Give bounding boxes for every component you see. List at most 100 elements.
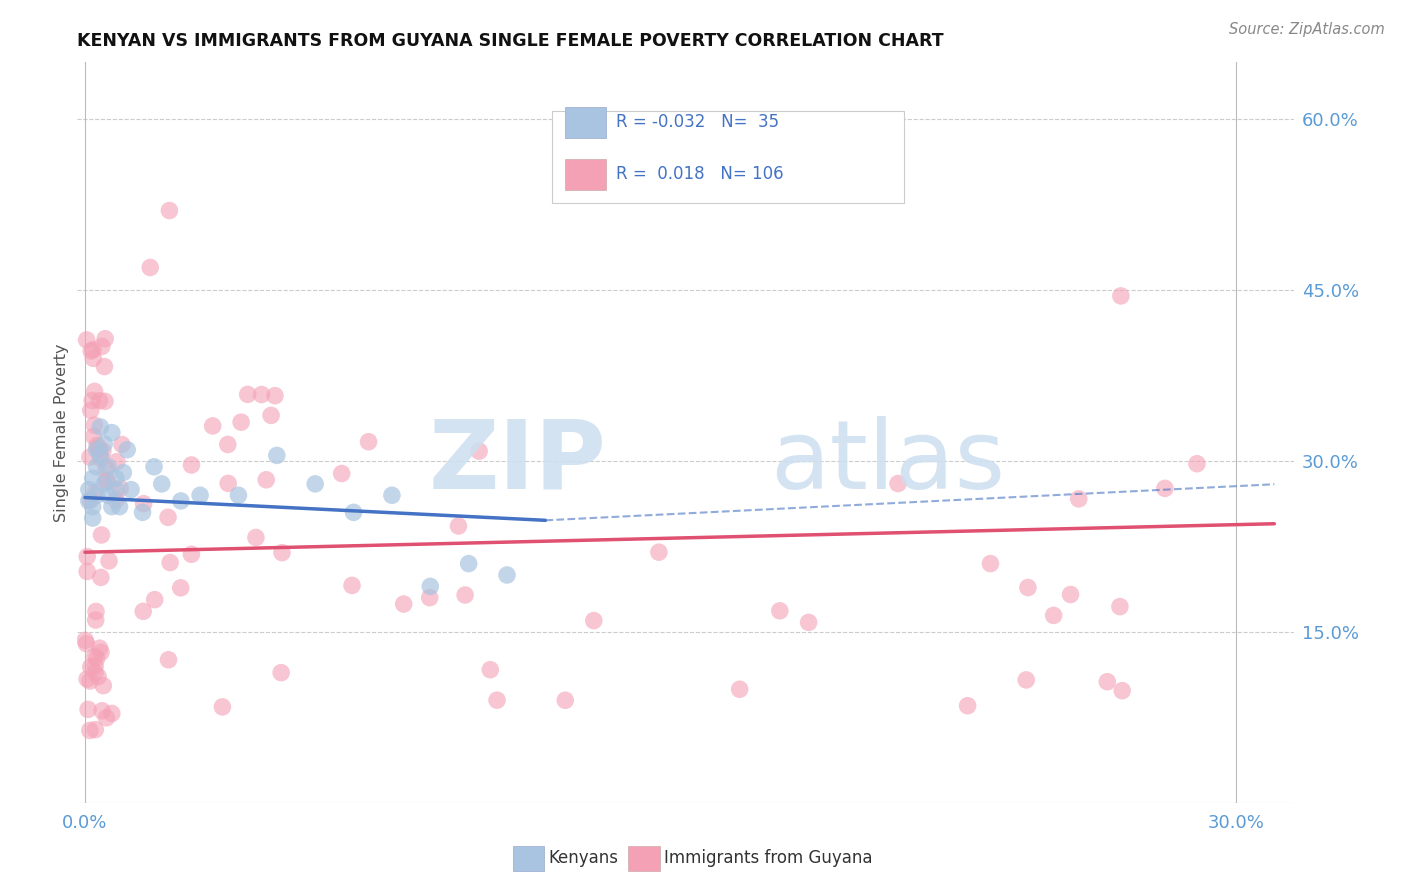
Point — [82, 393, 104, 408]
Point — [486, 693, 509, 707]
Point — [83, 429, 105, 443]
Point — [87, 669, 110, 683]
Text: KENYAN VS IMMIGRANTS FROM GUYANA SINGLE FEMALE POVERTY CORRELATION CHART: KENYAN VS IMMIGRANTS FROM GUYANA SINGLE … — [77, 32, 943, 50]
Point — [94, 461, 117, 475]
Point — [454, 588, 477, 602]
FancyBboxPatch shape — [565, 159, 606, 190]
Point — [79, 493, 101, 508]
Point — [304, 476, 326, 491]
Point — [89, 420, 111, 434]
FancyBboxPatch shape — [628, 846, 659, 871]
Point — [108, 500, 131, 514]
Point — [86, 438, 108, 452]
Point — [89, 449, 111, 463]
Point — [90, 339, 112, 353]
Point — [76, 549, 98, 564]
Point — [143, 459, 166, 474]
Point — [82, 471, 104, 485]
Point — [77, 494, 100, 508]
Text: atlas: atlas — [770, 416, 1005, 508]
Text: R =  0.018   N= 106: R = 0.018 N= 106 — [616, 165, 783, 183]
Point — [90, 528, 112, 542]
Point — [93, 476, 115, 491]
Point — [1154, 482, 1177, 496]
Point — [94, 394, 117, 409]
Point — [79, 450, 101, 465]
Point — [84, 613, 107, 627]
Point — [1042, 608, 1064, 623]
Text: Kenyans: Kenyans — [548, 849, 619, 867]
Point — [1097, 674, 1119, 689]
Point — [83, 384, 105, 399]
Point — [131, 505, 153, 519]
Point — [582, 614, 605, 628]
Point — [1109, 289, 1132, 303]
Point — [150, 476, 173, 491]
Point — [229, 415, 252, 429]
Point — [132, 604, 155, 618]
Point — [98, 554, 121, 568]
Point — [217, 476, 239, 491]
Point — [132, 497, 155, 511]
Point — [79, 674, 101, 689]
Point — [266, 449, 288, 463]
Point — [797, 615, 820, 630]
Point — [1111, 683, 1133, 698]
Point — [157, 653, 180, 667]
Point — [357, 434, 380, 449]
Point — [457, 557, 479, 571]
Point — [211, 699, 233, 714]
Point — [96, 711, 118, 725]
Point — [769, 604, 792, 618]
Point — [89, 393, 111, 408]
Point — [96, 473, 118, 487]
Point — [887, 476, 910, 491]
Y-axis label: Single Female Poverty: Single Female Poverty — [53, 343, 69, 522]
Point — [188, 488, 211, 502]
Point — [271, 546, 294, 560]
FancyBboxPatch shape — [513, 846, 544, 871]
Point — [979, 557, 1001, 571]
Point — [728, 682, 751, 697]
Point — [93, 437, 115, 451]
Point — [1067, 491, 1090, 506]
Point — [1059, 587, 1081, 601]
Point — [94, 332, 117, 346]
Point — [77, 483, 100, 497]
Point — [496, 568, 519, 582]
Point — [554, 693, 576, 707]
Point — [86, 651, 108, 665]
Point — [77, 702, 100, 716]
Point — [82, 500, 104, 514]
Point — [157, 510, 180, 524]
Point — [104, 483, 127, 497]
Point — [115, 442, 138, 457]
Point — [83, 485, 105, 500]
Point — [264, 389, 287, 403]
Point — [236, 387, 259, 401]
Point — [1185, 457, 1208, 471]
Point — [340, 578, 363, 592]
Point — [82, 511, 104, 525]
Point — [96, 475, 118, 489]
Text: Immigrants from Guyana: Immigrants from Guyana — [664, 849, 872, 867]
Point — [170, 494, 193, 508]
Text: ZIP: ZIP — [429, 416, 606, 508]
Point — [83, 418, 105, 433]
Point — [479, 663, 502, 677]
Point — [143, 592, 166, 607]
FancyBboxPatch shape — [551, 111, 904, 203]
Point — [105, 455, 128, 469]
Point — [228, 488, 250, 502]
Point — [101, 500, 124, 514]
Point — [87, 441, 110, 455]
Point — [76, 333, 98, 347]
Point — [84, 665, 107, 680]
Point — [648, 545, 671, 559]
Point — [86, 442, 108, 457]
Point — [447, 519, 470, 533]
Point — [80, 344, 103, 359]
Point — [91, 444, 114, 458]
Point — [82, 343, 104, 357]
Point — [1109, 599, 1132, 614]
